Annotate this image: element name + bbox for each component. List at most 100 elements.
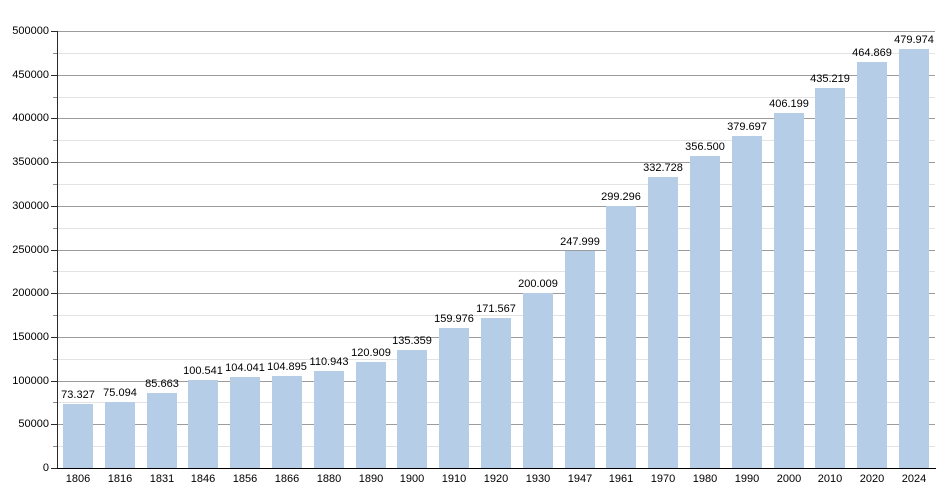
x-tick-label: 2010 xyxy=(817,473,843,485)
major-gridline xyxy=(57,75,935,76)
bar-1980 xyxy=(690,156,720,468)
y-axis-tick xyxy=(51,250,57,251)
y-axis-tick xyxy=(51,424,57,425)
bar-1910 xyxy=(439,328,469,468)
bar-value-label: 200.009 xyxy=(518,278,558,290)
major-gridline xyxy=(57,31,935,32)
y-tick-label: 150000 xyxy=(12,331,49,343)
minor-gridline xyxy=(57,228,935,229)
y-axis-line xyxy=(57,31,58,469)
bar-1961 xyxy=(606,206,636,468)
y-tick-label: 450000 xyxy=(12,69,49,81)
minor-gridline xyxy=(57,53,935,54)
x-tick-label: 1900 xyxy=(399,473,425,485)
y-tick-label: 500000 xyxy=(12,25,49,37)
x-tick-label: 1866 xyxy=(274,473,300,485)
y-axis-tick xyxy=(53,228,57,229)
bar-value-label: 464.869 xyxy=(852,47,892,59)
x-tick-label: 1890 xyxy=(358,473,384,485)
x-tick-label: 1961 xyxy=(608,473,634,485)
y-tick-label: 300000 xyxy=(12,200,49,212)
x-tick-label: 1970 xyxy=(650,473,676,485)
bar-value-label: 171.567 xyxy=(476,303,516,315)
major-gridline xyxy=(57,206,935,207)
minor-gridline xyxy=(57,271,935,272)
y-tick-label: 250000 xyxy=(12,244,49,256)
x-tick-label: 1910 xyxy=(441,473,467,485)
y-axis-tick xyxy=(51,293,57,294)
y-axis-tick xyxy=(51,381,57,382)
bar-2000 xyxy=(774,113,804,468)
x-tick-label: 2000 xyxy=(776,473,802,485)
bar-1990 xyxy=(732,136,762,468)
bar-2020 xyxy=(857,62,887,468)
y-axis-tick xyxy=(51,75,57,76)
minor-gridline xyxy=(57,315,935,316)
bar-value-label: 104.041 xyxy=(225,362,265,374)
bar-value-label: 299.296 xyxy=(601,191,641,203)
y-axis-tick xyxy=(51,31,57,32)
bar-value-label: 406.199 xyxy=(769,98,809,110)
y-axis-tick xyxy=(51,206,57,207)
bar-1856 xyxy=(230,377,260,468)
bar-2010 xyxy=(815,88,845,468)
bar-value-label: 159.976 xyxy=(434,313,474,325)
y-axis-tick xyxy=(53,97,57,98)
x-tick-label: 1990 xyxy=(734,473,760,485)
x-tick-label: 2024 xyxy=(901,473,927,485)
bar-value-label: 135.359 xyxy=(392,335,432,347)
bar-value-label: 100.541 xyxy=(183,365,223,377)
y-axis-tick xyxy=(53,140,57,141)
bar-2024 xyxy=(899,49,929,468)
x-tick-label: 1856 xyxy=(232,473,258,485)
bar-value-label: 120.909 xyxy=(351,347,391,359)
x-tick-label: 1880 xyxy=(316,473,342,485)
bar-1866 xyxy=(272,376,302,468)
bar-value-label: 73.327 xyxy=(61,389,95,401)
major-gridline xyxy=(57,162,935,163)
x-tick-label: 1846 xyxy=(190,473,216,485)
major-gridline xyxy=(57,293,935,294)
bar-1930 xyxy=(523,293,553,468)
y-axis-tick xyxy=(53,402,57,403)
major-gridline xyxy=(57,250,935,251)
x-tick-label: 1980 xyxy=(692,473,718,485)
y-tick-label: 350000 xyxy=(12,156,49,168)
y-axis-tick xyxy=(53,271,57,272)
bar-1920 xyxy=(481,318,511,468)
bar-value-label: 110.943 xyxy=(309,356,349,368)
bar-value-label: 379.697 xyxy=(727,121,767,133)
bar-1831 xyxy=(147,393,177,468)
y-axis-tick xyxy=(53,446,57,447)
minor-gridline xyxy=(57,184,935,185)
x-tick-label: 1920 xyxy=(483,473,509,485)
y-axis-tick xyxy=(53,184,57,185)
minor-gridline xyxy=(57,97,935,98)
x-tick-label: 1816 xyxy=(107,473,133,485)
y-tick-label: 0 xyxy=(42,462,49,474)
bar-1900 xyxy=(397,350,427,468)
y-axis-tick xyxy=(53,315,57,316)
y-axis-tick xyxy=(51,118,57,119)
bar-value-label: 435.219 xyxy=(810,73,850,85)
x-tick-label: 1947 xyxy=(567,473,593,485)
y-tick-label: 200000 xyxy=(12,287,49,299)
bar-1846 xyxy=(188,380,218,468)
y-tick-label: 50000 xyxy=(18,418,49,430)
bar-1816 xyxy=(105,402,135,468)
y-axis-tick xyxy=(53,359,57,360)
bar-value-label: 356.500 xyxy=(685,141,725,153)
y-tick-label: 100000 xyxy=(12,375,49,387)
bar-value-label: 247.999 xyxy=(560,236,600,248)
x-tick-label: 1930 xyxy=(525,473,551,485)
bar-value-label: 479.974 xyxy=(894,34,934,46)
bar-value-label: 85.663 xyxy=(145,378,179,390)
bar-value-label: 104.895 xyxy=(267,361,307,373)
y-axis-tick xyxy=(53,53,57,54)
bar-1890 xyxy=(356,362,386,468)
bar-value-label: 332.728 xyxy=(643,162,683,174)
bar-value-label: 75.094 xyxy=(103,387,137,399)
x-tick-label: 1806 xyxy=(65,473,91,485)
minor-gridline xyxy=(57,140,935,141)
